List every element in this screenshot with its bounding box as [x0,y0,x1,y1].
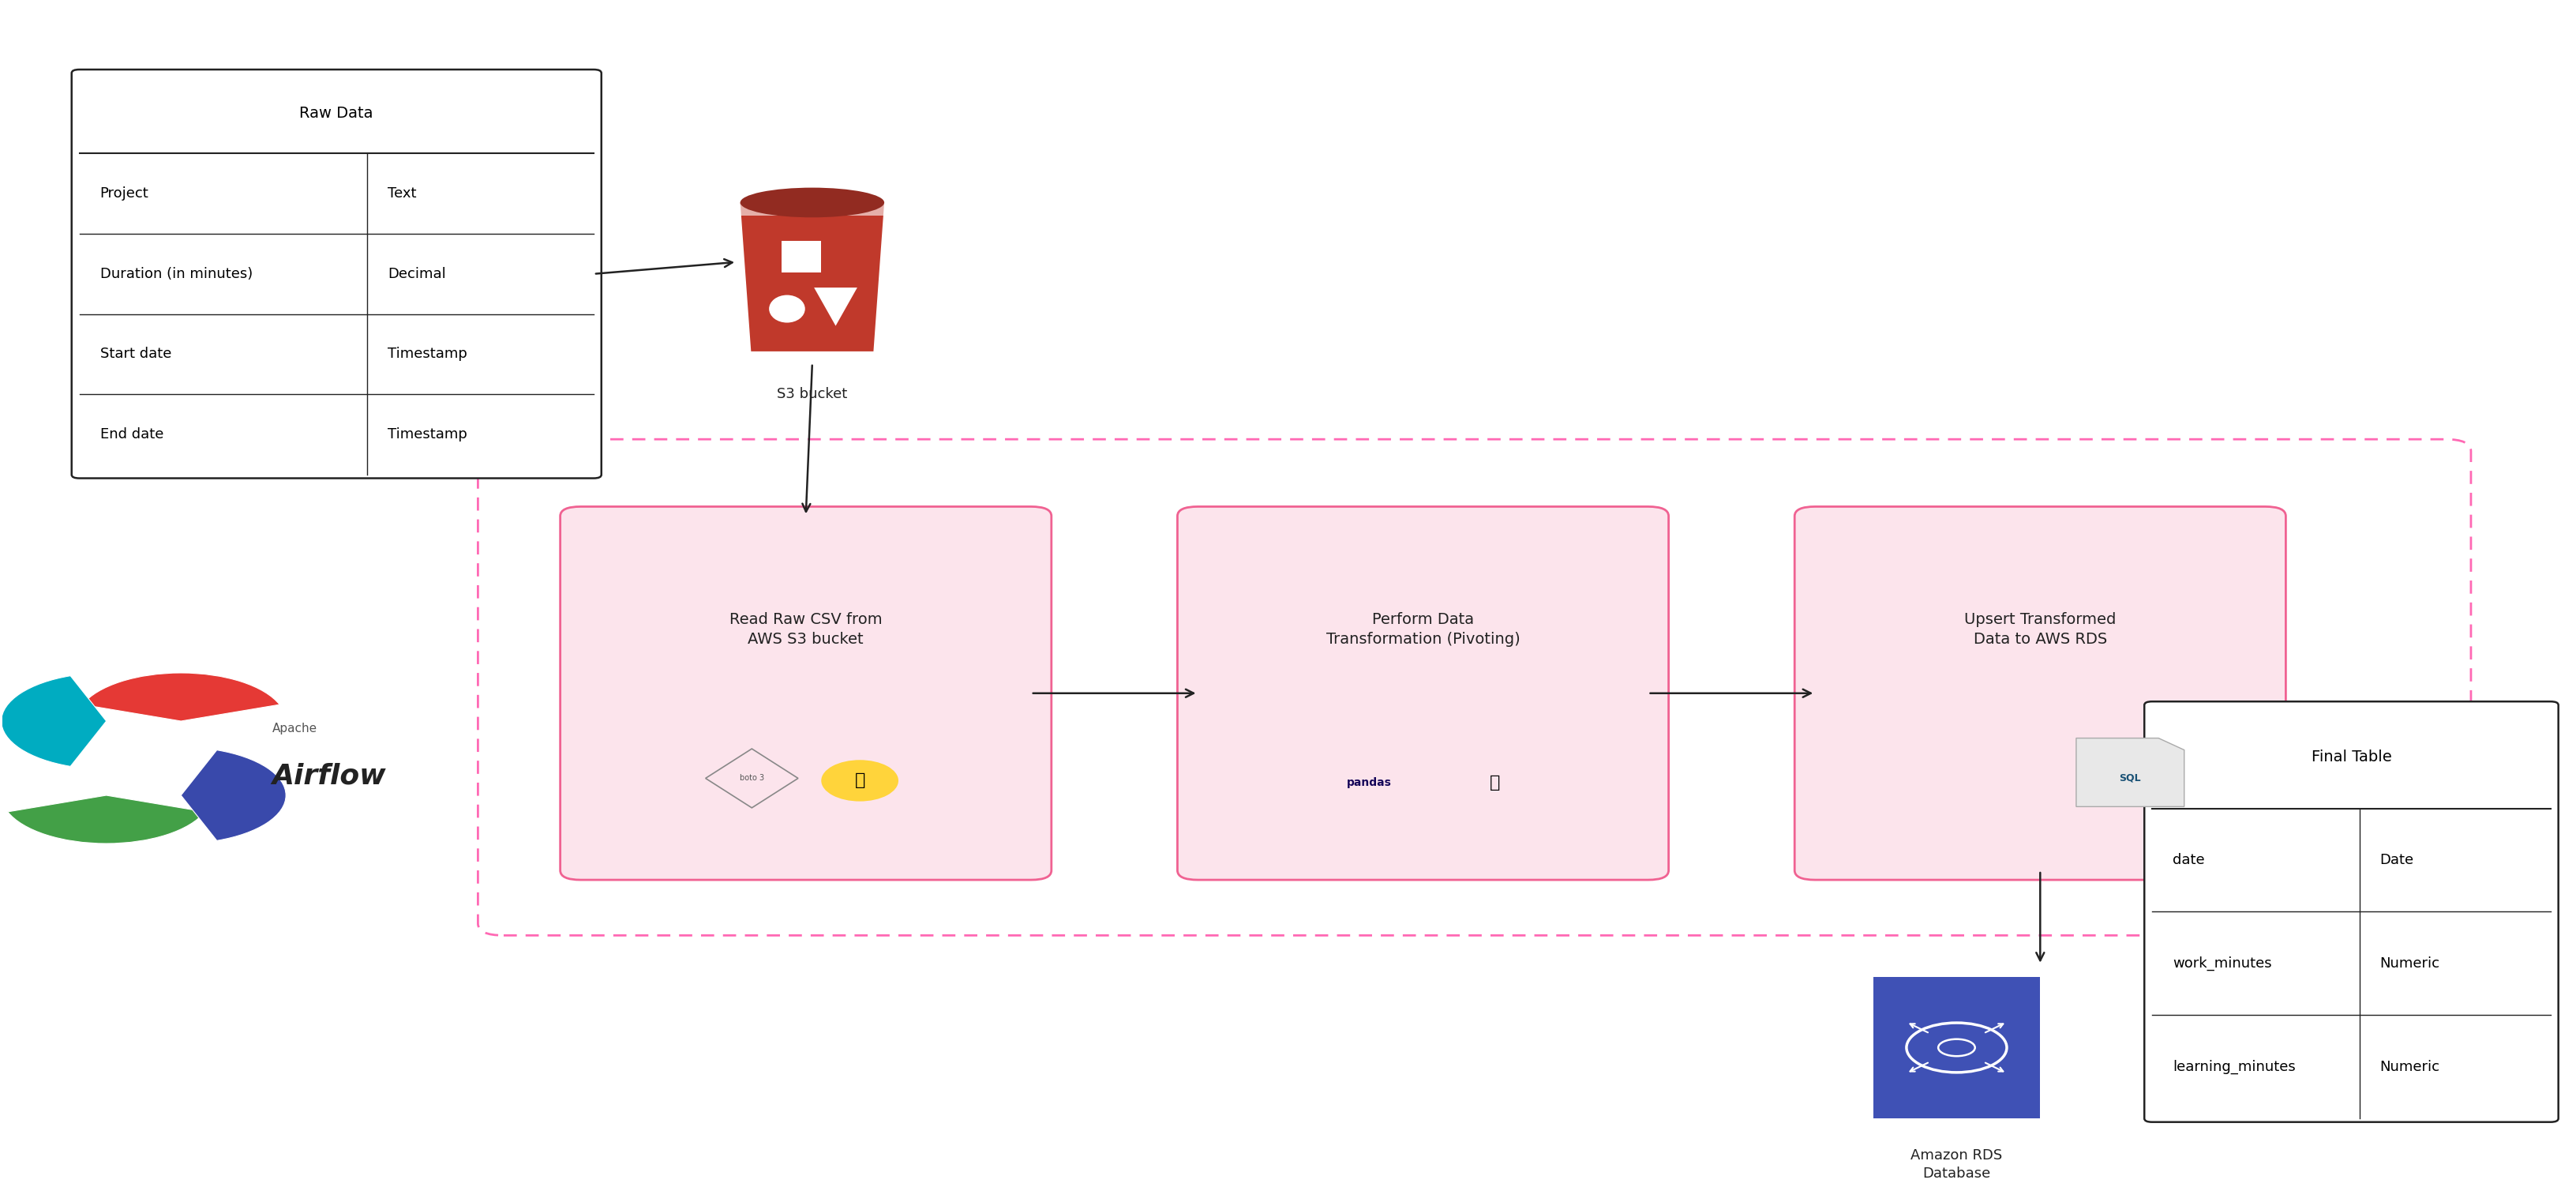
Text: Airflow: Airflow [273,762,386,790]
Text: Perform Data
Transformation (Pivoting): Perform Data Transformation (Pivoting) [1327,612,1520,647]
Text: Apache: Apache [273,723,317,735]
Polygon shape [739,202,884,216]
Polygon shape [2076,738,2184,806]
Wedge shape [82,673,281,721]
Text: 🐍: 🐍 [855,773,866,788]
Ellipse shape [739,188,884,218]
Text: Raw Data: Raw Data [299,106,374,120]
Text: 🐍: 🐍 [1489,775,1499,791]
Text: Upsert Transformed
Data to AWS RDS: Upsert Transformed Data to AWS RDS [1965,612,2115,647]
FancyBboxPatch shape [72,69,600,479]
Text: Numeric: Numeric [2380,956,2439,971]
Ellipse shape [822,760,899,802]
Text: date: date [2172,853,2205,867]
FancyBboxPatch shape [1795,506,2285,880]
Text: Numeric: Numeric [2380,1060,2439,1074]
Wedge shape [180,750,286,841]
Text: Text: Text [389,187,417,200]
FancyBboxPatch shape [1177,506,1669,880]
Text: Date: Date [2380,853,2414,867]
FancyBboxPatch shape [1873,977,2040,1118]
Text: Start date: Start date [100,347,170,361]
Text: Project: Project [100,187,149,200]
Text: work_minutes: work_minutes [2172,956,2272,971]
Polygon shape [814,287,858,326]
Text: boto 3: boto 3 [739,774,765,782]
Text: Timestamp: Timestamp [389,428,469,442]
Text: Read Raw CSV from
AWS S3 bucket: Read Raw CSV from AWS S3 bucket [729,612,881,647]
Text: Timestamp: Timestamp [389,347,469,361]
Text: SQL: SQL [2120,773,2141,782]
Text: Amazon RDS
Database: Amazon RDS Database [1911,1148,2002,1181]
Text: End date: End date [100,428,162,442]
FancyBboxPatch shape [781,241,822,273]
Text: S3 bucket: S3 bucket [778,387,848,401]
Text: Decimal: Decimal [389,267,446,281]
Wedge shape [3,675,106,766]
Text: Final Table: Final Table [2311,749,2391,765]
Text: Duration (in minutes): Duration (in minutes) [100,267,252,281]
Wedge shape [8,796,206,843]
Text: learning_minutes: learning_minutes [2172,1060,2295,1074]
FancyBboxPatch shape [559,506,1051,880]
Ellipse shape [770,295,806,323]
FancyBboxPatch shape [2143,701,2558,1122]
Polygon shape [739,202,884,351]
Text: pandas: pandas [1347,778,1391,788]
